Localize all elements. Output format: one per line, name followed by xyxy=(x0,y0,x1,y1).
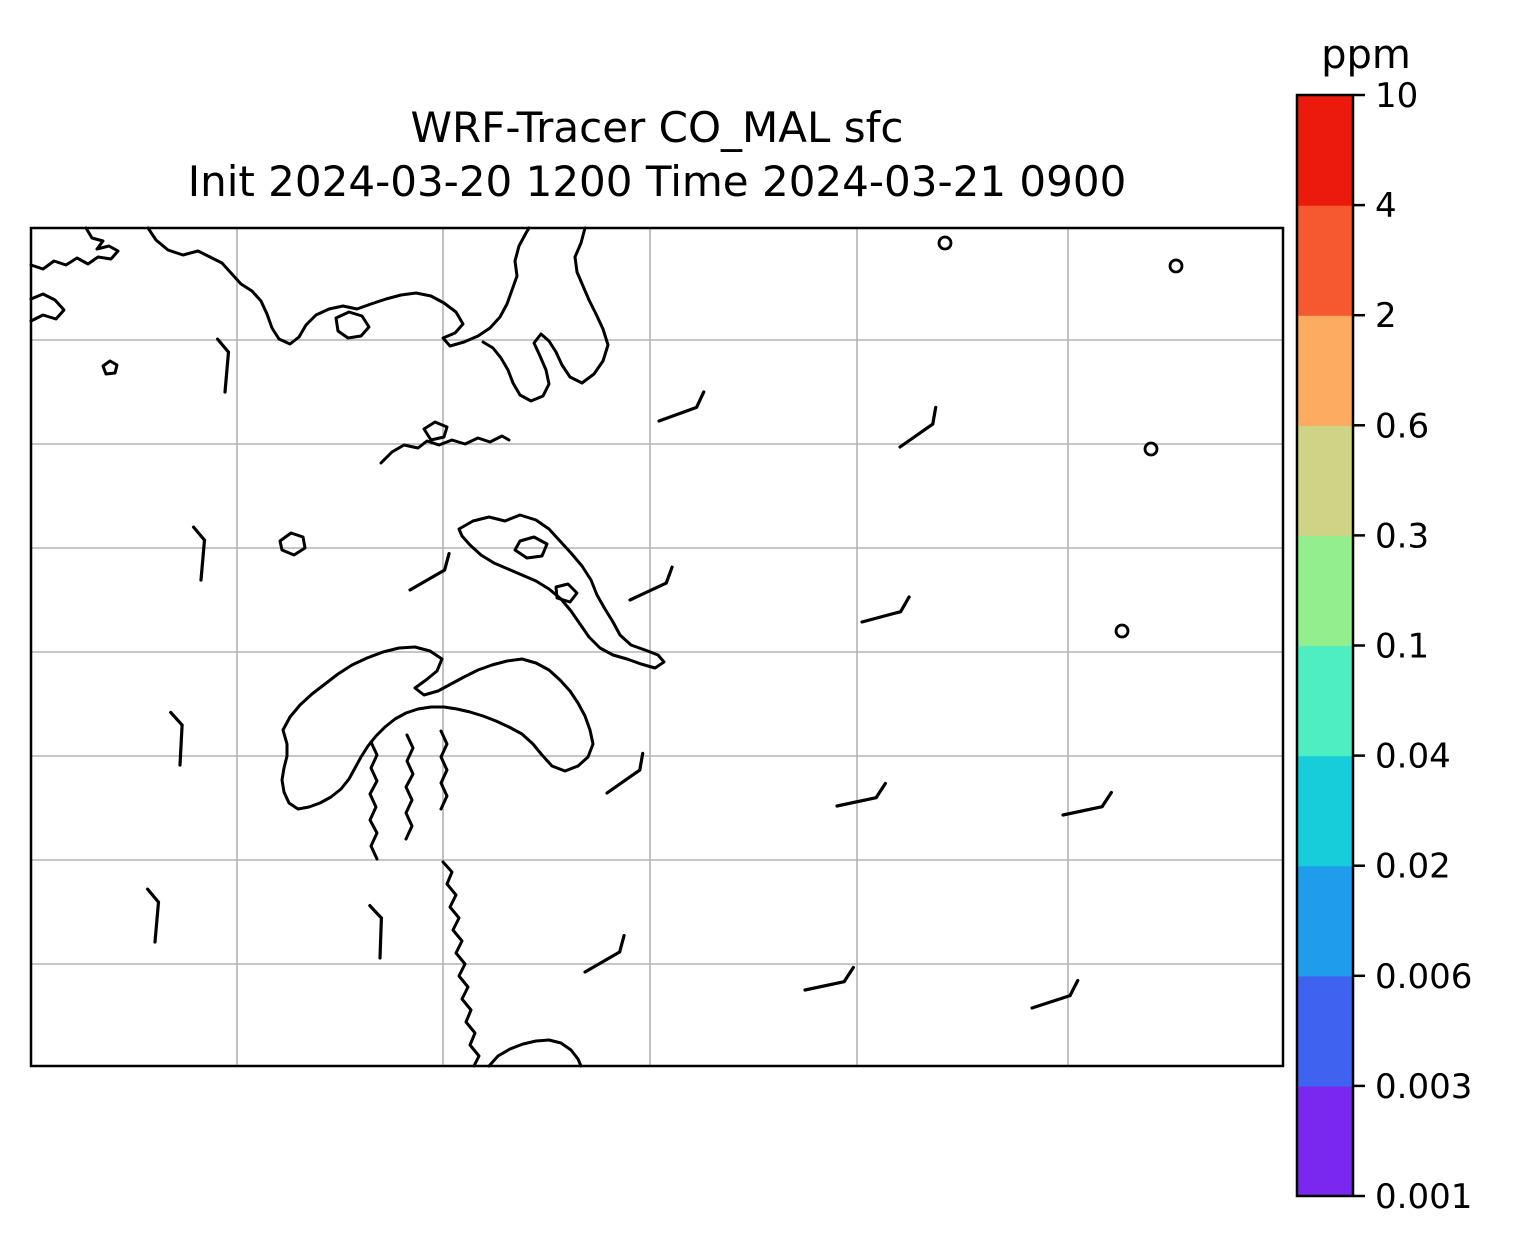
wind-barb xyxy=(605,751,645,795)
wind-barb xyxy=(898,405,938,449)
wind-barb xyxy=(657,390,706,423)
coastline xyxy=(101,359,119,376)
colorbar-segment xyxy=(1297,315,1353,426)
coastline xyxy=(441,860,481,1068)
coastline xyxy=(457,513,666,670)
colorbar-segment xyxy=(1297,535,1353,647)
colorbar-segment xyxy=(1297,865,1353,977)
wind-barb xyxy=(860,595,911,624)
calm-wind-circle xyxy=(937,235,953,251)
calm-wind-circle xyxy=(1168,258,1184,274)
colorbar-ticks: 10 4 2 0.6 0.3 0.1 0.04 0.02 0.006 0.003 0.001 xyxy=(1353,76,1472,1217)
coastline xyxy=(554,582,579,604)
coastline xyxy=(146,226,531,348)
coastline xyxy=(513,535,549,560)
colorbar-tick-label: 2 xyxy=(1375,296,1397,336)
colorbar-tick-label: 10 xyxy=(1375,76,1418,116)
colorbar-tick-label: 0.006 xyxy=(1375,957,1472,997)
colorbar-tick-label: 0.3 xyxy=(1375,516,1429,556)
wind-barbs-layer xyxy=(145,337,1113,1010)
coastline xyxy=(422,420,449,442)
colorbar-segment xyxy=(1297,755,1353,867)
colorbar-segment xyxy=(1297,95,1353,206)
coastline xyxy=(29,292,66,323)
colorbar-tick-label: 0.1 xyxy=(1375,627,1429,667)
wind-barb xyxy=(583,934,626,974)
wind-barb xyxy=(1030,978,1080,1010)
colorbar-units-label: ppm xyxy=(1321,32,1411,78)
calm-wind-circle xyxy=(1114,623,1130,639)
coastline xyxy=(334,310,371,340)
plot-title: WRF-Tracer CO_MAL sfc xyxy=(410,103,903,152)
colorbar-segment xyxy=(1297,1085,1353,1197)
colorbar-segment xyxy=(1297,205,1353,316)
colorbar-tick-label: 4 xyxy=(1375,186,1397,226)
colorbar-tick-label: 0.001 xyxy=(1375,1177,1472,1217)
gridlines-layer xyxy=(31,228,1283,1066)
map-border xyxy=(29,226,1285,1068)
coastline xyxy=(487,1038,583,1068)
colorbar-tick-label: 0.04 xyxy=(1375,737,1451,777)
wind-barb xyxy=(215,337,231,394)
colorbar-tick-label: 0.003 xyxy=(1375,1067,1472,1107)
coastline xyxy=(280,645,595,811)
wind-barb xyxy=(169,710,184,767)
wind-barb xyxy=(408,552,451,592)
calm-circles-layer xyxy=(937,235,1184,639)
plot-subtitle: Init 2024-03-20 1200 Time 2024-03-21 090… xyxy=(188,157,1127,206)
calm-wind-circle xyxy=(1143,441,1159,457)
coastline xyxy=(404,733,415,841)
coastline xyxy=(29,226,120,271)
coastline xyxy=(439,729,449,811)
colorbar-segment xyxy=(1297,975,1353,1087)
colorbar-segment xyxy=(1297,425,1353,536)
wind-barb xyxy=(835,781,887,808)
wind-barb xyxy=(628,565,674,602)
colorbar-segment xyxy=(1297,645,1353,757)
wind-barb xyxy=(803,965,855,992)
colorbar xyxy=(1295,93,1355,1198)
coastline xyxy=(368,740,379,861)
wind-barb xyxy=(145,887,161,944)
colorbar-tick-label: 0.6 xyxy=(1375,406,1429,446)
wind-barb xyxy=(191,525,207,582)
colorbar-tick-label: 0.02 xyxy=(1375,847,1451,887)
coastline xyxy=(379,434,511,465)
coastline xyxy=(481,226,610,403)
coastlines-layer xyxy=(29,226,666,1068)
wind-barb xyxy=(1061,790,1113,817)
coastline xyxy=(278,531,307,557)
wind-barb xyxy=(368,904,383,960)
